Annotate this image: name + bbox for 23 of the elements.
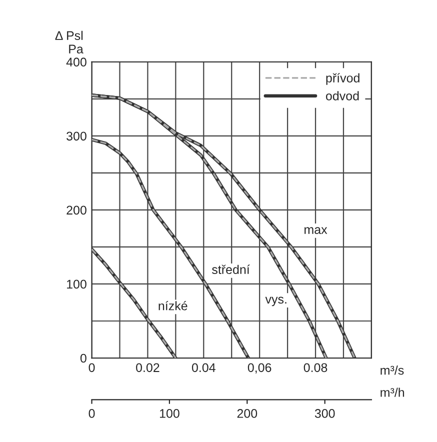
y-tick-label: 200 xyxy=(66,206,86,215)
annotation: střední xyxy=(212,264,250,274)
y-tick-label: 0 xyxy=(80,354,86,363)
y-tick-label: 400 xyxy=(66,58,86,67)
y-tick-label: 300 xyxy=(66,132,86,141)
legend-label: přívod xyxy=(326,73,360,85)
x2-axis-title: m³/h xyxy=(380,388,404,397)
x-tick-label: 0,06 xyxy=(248,363,272,374)
x2-tick-label: 100 xyxy=(160,409,180,418)
y-tick-label: 100 xyxy=(67,280,86,289)
annotation: max xyxy=(304,227,328,234)
x-tick-label: 0.02 xyxy=(136,363,160,372)
x2-tick-label: 0 xyxy=(88,409,95,418)
x2-tick-label: 200 xyxy=(237,409,258,418)
x-tick-label: 0.04 xyxy=(192,363,216,372)
x-tick-label: 0 xyxy=(88,363,95,372)
x-axis-title: m³/s xyxy=(380,366,404,375)
y-axis-title: Δ Psl Pa xyxy=(55,30,84,54)
annotation: vys. xyxy=(265,296,286,306)
x-tick-label: 0.08 xyxy=(304,363,328,372)
annotation: nízké xyxy=(158,300,188,310)
x2-tick-label: 300 xyxy=(314,409,335,418)
legend-label: odvod xyxy=(326,91,359,100)
